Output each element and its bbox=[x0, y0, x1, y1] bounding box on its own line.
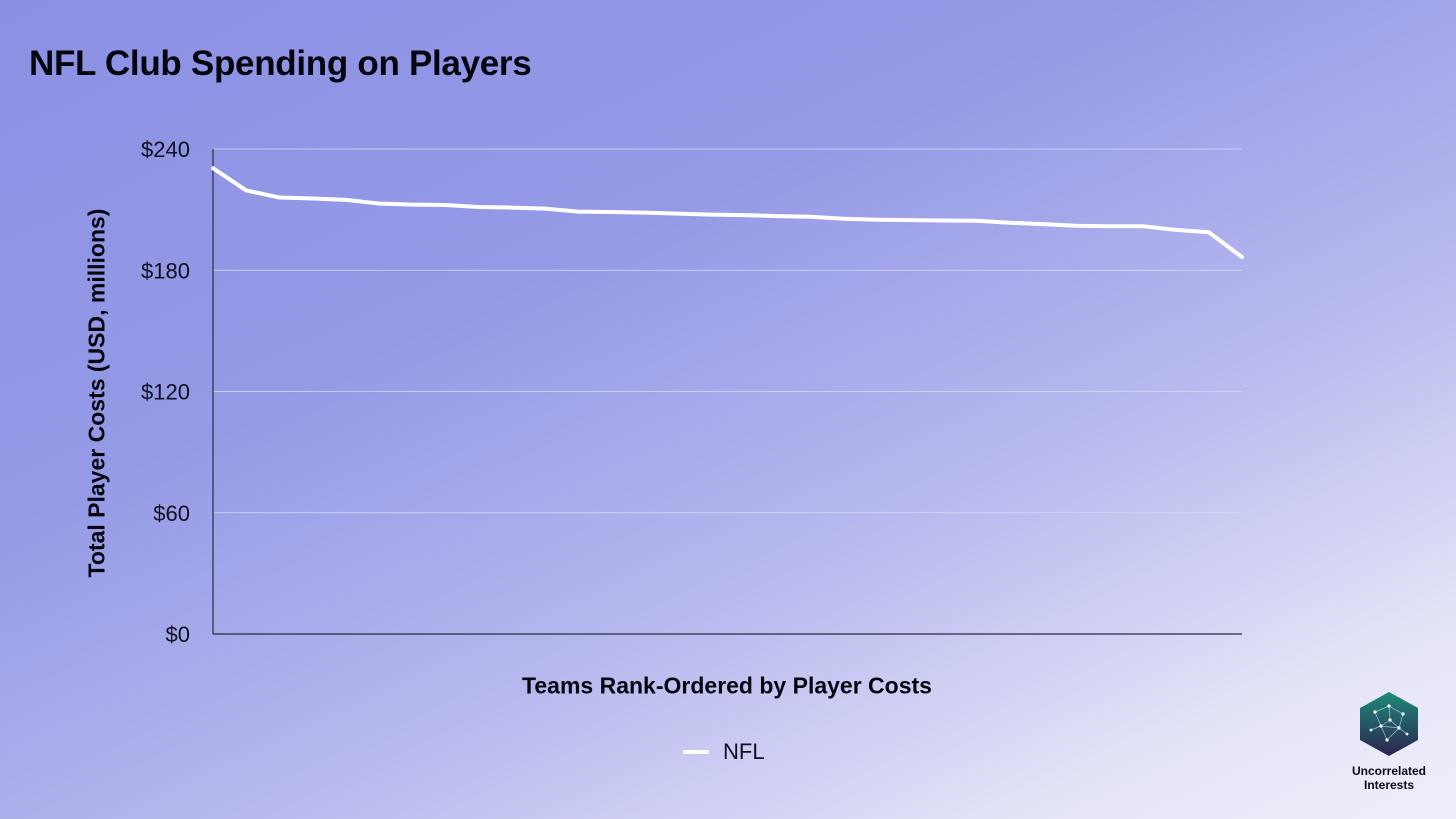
y-tick-label: $0 bbox=[166, 622, 190, 647]
series-line-nfl bbox=[211, 166, 1244, 260]
brand-badge: Uncorrelated Interests bbox=[1350, 690, 1428, 792]
x-axis-label: Teams Rank-Ordered by Player Costs bbox=[522, 672, 932, 699]
y-tick-label: $120 bbox=[141, 380, 190, 405]
chart-title: NFL Club Spending on Players bbox=[29, 44, 532, 83]
brand-name: Uncorrelated Interests bbox=[1351, 764, 1427, 792]
legend-label-nfl: NFL bbox=[723, 739, 765, 764]
y-tick-label: $60 bbox=[153, 501, 190, 526]
legend: NFL bbox=[683, 737, 765, 767]
y-tick-label: $240 bbox=[141, 137, 190, 162]
y-tick-label: $180 bbox=[141, 258, 190, 283]
network-hexagon-icon bbox=[1360, 692, 1418, 756]
legend-swatch-nfl bbox=[683, 750, 709, 754]
